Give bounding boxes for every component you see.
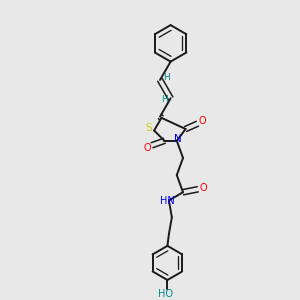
Text: S: S [146, 122, 152, 133]
Text: O: O [199, 183, 207, 193]
Text: HN: HN [160, 196, 175, 206]
Text: O: O [199, 116, 206, 126]
Text: HO: HO [158, 289, 172, 299]
Text: H: H [161, 95, 167, 104]
Text: H: H [163, 73, 170, 82]
Text: O: O [143, 143, 151, 153]
Text: N: N [174, 134, 182, 144]
